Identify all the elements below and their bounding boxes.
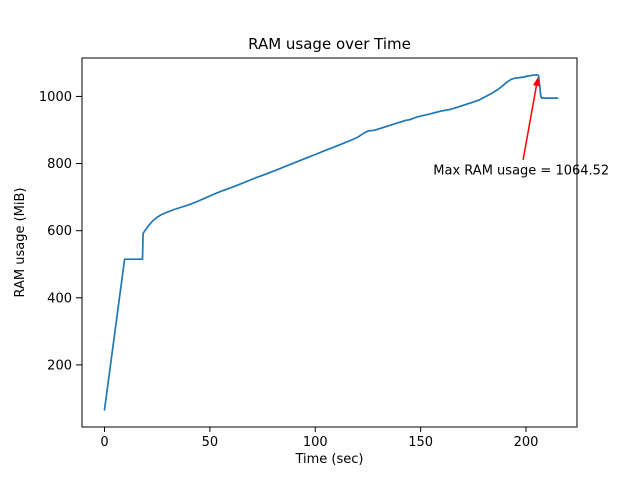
y-tick-label: 200 bbox=[47, 358, 72, 373]
ram-usage-line bbox=[103, 73, 559, 411]
y-tick-label: 1000 bbox=[39, 90, 72, 105]
plot-area-border bbox=[81, 57, 578, 428]
x-tick-label: 100 bbox=[303, 435, 328, 450]
x-tick-label: 0 bbox=[100, 435, 108, 450]
y-axis-label: RAM usage (MiB) bbox=[13, 188, 28, 298]
max-ram-annotation: Max RAM usage = 1064.52 bbox=[433, 163, 609, 178]
annotation-arrowhead-icon bbox=[533, 77, 540, 87]
y-tick-label: 400 bbox=[47, 291, 72, 306]
y-tick-label: 600 bbox=[47, 224, 72, 239]
annotation-arrow-line bbox=[522, 85, 538, 161]
x-tick-label: 50 bbox=[202, 435, 219, 450]
x-tick-label: 200 bbox=[514, 435, 539, 450]
y-axis-ticks: 200 400 600 800 1000 bbox=[39, 90, 82, 373]
y-tick-label: 800 bbox=[47, 157, 72, 172]
chart-title: RAM usage over Time bbox=[248, 35, 411, 53]
x-tick-label: 150 bbox=[408, 435, 433, 450]
x-axis-ticks: 0 50 100 150 200 bbox=[100, 427, 538, 450]
x-axis-label: Time (sec) bbox=[294, 452, 363, 467]
